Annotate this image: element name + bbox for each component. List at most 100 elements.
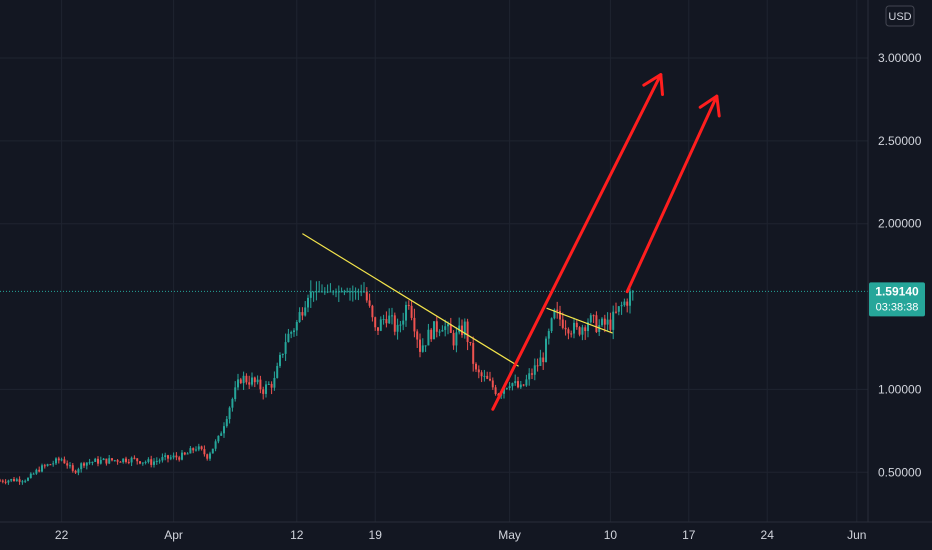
candle-body [542, 357, 545, 363]
candle-body [589, 315, 592, 323]
candle-body [603, 318, 606, 325]
candle-body [122, 458, 125, 463]
candle-body [626, 301, 629, 306]
candle-body [388, 315, 391, 324]
candle-body [561, 319, 564, 328]
candle-body [536, 365, 539, 367]
candle-body [211, 448, 214, 454]
candle-body [441, 329, 444, 332]
candle-body [407, 304, 410, 306]
red-arrow-head [642, 73, 664, 96]
candle-body [433, 321, 435, 340]
candle-body [46, 464, 49, 466]
candle-body [354, 291, 357, 293]
candle-body [94, 458, 97, 462]
candle-body [301, 312, 304, 316]
y-tick-label: 2.00000 [878, 217, 922, 231]
candle-body [203, 449, 206, 455]
candle-body [108, 458, 111, 464]
price-badge-value: 1.59140 [875, 284, 919, 298]
candle-body [396, 324, 399, 332]
candle-body [83, 463, 85, 466]
candle-body [1, 480, 4, 482]
candle-body [525, 379, 528, 386]
candle-body [41, 465, 43, 472]
price-scale[interactable]: 3.00000 2.50000 2.00000 1.00000 0.50000 [878, 51, 922, 479]
candle-body [307, 297, 309, 308]
x-tick-label: Jun [847, 528, 866, 542]
candle-body [620, 305, 623, 307]
candle-body [606, 319, 609, 325]
candle-body [343, 291, 346, 293]
candle-body [629, 291, 631, 306]
candle-body [273, 377, 276, 388]
candle-body [421, 345, 424, 352]
candle-body [265, 384, 267, 394]
candle-body [360, 291, 363, 293]
candle-body [63, 459, 66, 464]
candle-body [461, 325, 463, 336]
candle-body [178, 457, 181, 460]
yellow-trendline [302, 233, 519, 367]
candle-body [153, 461, 155, 465]
candlestick-series [0, 280, 634, 485]
chart-drawings [302, 73, 721, 411]
candle-body [91, 461, 94, 463]
candle-body [318, 291, 321, 293]
x-tick-label: Apr [164, 528, 183, 542]
candle-body [52, 463, 55, 465]
candle-body [584, 327, 587, 332]
candle-body [167, 455, 169, 459]
candle-body [486, 375, 489, 379]
candle-body [416, 331, 419, 340]
candle-body [139, 461, 141, 464]
candle-body [405, 304, 407, 321]
candle-body [519, 384, 522, 388]
candle-body [7, 480, 10, 483]
candle-body [4, 481, 7, 483]
time-scale[interactable]: 22 Apr 12 19 May 10 17 24 Jun [55, 528, 867, 542]
candle-body [463, 321, 466, 336]
candle-body [200, 446, 203, 450]
candle-body [455, 332, 458, 346]
candle-body [368, 300, 371, 306]
candle-body [293, 330, 295, 333]
candle-body [595, 315, 598, 332]
candle-body [49, 464, 52, 466]
candle-body [382, 319, 385, 321]
candle-body [35, 469, 38, 474]
candle-body [186, 453, 189, 455]
candle-body [494, 387, 497, 395]
candle-body [74, 470, 77, 473]
candle-body [469, 341, 472, 343]
candle-body [312, 291, 315, 293]
candle-body [357, 291, 360, 293]
candle-body [399, 324, 402, 326]
candle-body [592, 315, 595, 317]
candle-body [169, 457, 172, 459]
candle-body [623, 301, 626, 306]
x-tick-label: 19 [369, 528, 383, 542]
candle-body [111, 458, 113, 461]
candle-body [259, 379, 262, 390]
price-badge-countdown: 03:38:38 [876, 301, 919, 313]
candle-body [38, 469, 41, 472]
candle-body [99, 460, 102, 464]
candle-body [489, 378, 491, 381]
x-tick-label: 10 [604, 528, 618, 542]
red-arrow-head [698, 94, 721, 118]
candle-body [164, 455, 167, 458]
candle-body [340, 291, 343, 293]
candle-body [150, 459, 153, 465]
candle-body [351, 291, 354, 293]
candle-body [237, 379, 239, 388]
x-tick-label: 12 [290, 528, 304, 542]
red-arrow-shaft [491, 73, 663, 411]
currency-label-box[interactable]: USD [885, 5, 915, 27]
candle-body [391, 315, 393, 317]
candle-body [251, 377, 253, 385]
candle-body [374, 317, 377, 328]
candle-body [248, 382, 251, 385]
candle-body [349, 291, 351, 293]
